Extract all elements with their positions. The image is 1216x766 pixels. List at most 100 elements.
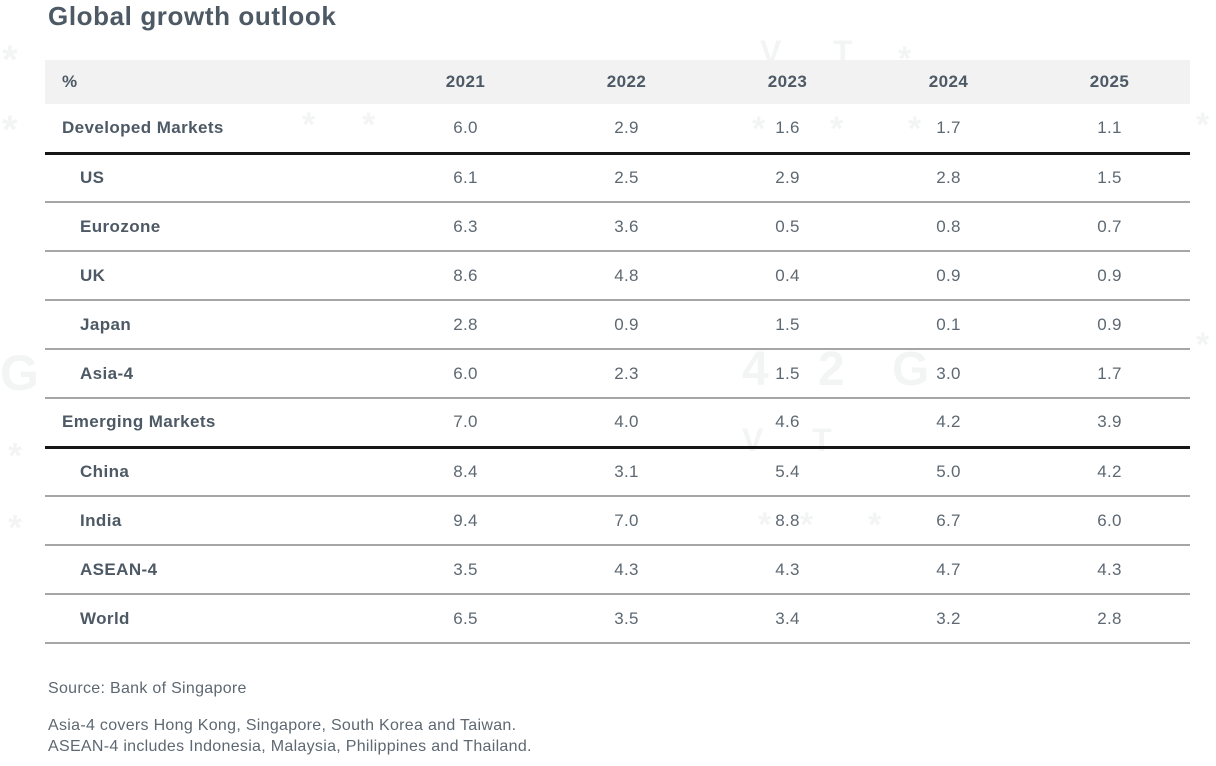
row-label: Japan	[45, 300, 385, 350]
row-value: 3.6	[546, 202, 707, 252]
row-value: 2.3	[546, 349, 707, 399]
row-value: 7.0	[546, 496, 707, 546]
row-value: 8.6	[385, 251, 546, 301]
row-value: 0.5	[707, 202, 868, 252]
row-value: 0.9	[1029, 251, 1190, 301]
row-value: 4.3	[546, 545, 707, 595]
row-value: 3.1	[546, 447, 707, 497]
row-value: 4.3	[1029, 545, 1190, 595]
table-row: World 6.5 3.5 3.4 3.2 2.8	[45, 594, 1190, 644]
row-value: 8.8	[707, 496, 868, 546]
row-value: 3.9	[1029, 398, 1190, 449]
row-value: 4.2	[1029, 447, 1190, 497]
row-value: 6.7	[868, 496, 1029, 546]
row-value: 2.9	[546, 104, 707, 155]
table-row: India 9.4 7.0 8.8 6.7 6.0	[45, 496, 1190, 546]
watermark-glyph: *	[8, 507, 25, 548]
table-head: % 2021 2022 2023 2024 2025	[45, 60, 1190, 104]
unit-header-cell: %	[62, 72, 78, 91]
row-value: 6.1	[385, 153, 546, 203]
growth-outlook-table: % 2021 2022 2023 2024 2025 Developed Markets…	[45, 60, 1190, 644]
row-value: 4.0	[546, 398, 707, 449]
table-header-row: % 2021 2022 2023 2024 2025	[45, 60, 1190, 104]
row-value: 4.7	[868, 545, 1029, 595]
row-value: 4.8	[546, 251, 707, 301]
row-value: 2.8	[868, 153, 1029, 203]
row-value: 3.5	[385, 545, 546, 595]
watermark-glyph: *	[1196, 106, 1212, 144]
row-value: 3.2	[868, 594, 1029, 644]
source-note: Source: Bank of Singapore	[48, 680, 247, 697]
table-row: Emerging Markets 7.0 4.0 4.6 4.2 3.9	[45, 398, 1190, 449]
row-label: Emerging Markets	[45, 398, 385, 449]
row-label: World	[45, 594, 385, 644]
watermark-glyph: G	[0, 345, 41, 401]
row-value: 2.8	[385, 300, 546, 350]
row-value: 6.0	[385, 104, 546, 155]
footnote-asia4: Asia-4 covers Hong Kong, Singapore, Sout…	[48, 717, 517, 734]
row-value: 1.5	[707, 300, 868, 350]
table-row: Developed Markets 6.0 2.9 1.6 1.7 1.1	[45, 104, 1190, 155]
row-value: 3.4	[707, 594, 868, 644]
row-label: ASEAN-4	[45, 545, 385, 595]
watermark-glyph: *	[2, 108, 20, 152]
row-value: 6.0	[1029, 496, 1190, 546]
row-value: 0.9	[868, 251, 1029, 301]
row-label: Asia-4	[45, 349, 385, 399]
row-value: 0.1	[868, 300, 1029, 350]
table-row: US 6.1 2.5 2.9 2.8 1.5	[45, 153, 1190, 203]
table-row: UK 8.6 4.8 0.4 0.9 0.9	[45, 251, 1190, 301]
watermark-glyph: *	[2, 38, 20, 82]
table-row: China 8.4 3.1 5.4 5.0 4.2	[45, 447, 1190, 497]
row-label: Eurozone	[45, 202, 385, 252]
row-value: 0.7	[1029, 202, 1190, 252]
watermark-glyph: *	[1196, 326, 1212, 364]
row-value: 2.8	[1029, 594, 1190, 644]
row-label: US	[45, 153, 385, 203]
row-value: 3.0	[868, 349, 1029, 399]
row-value: 6.3	[385, 202, 546, 252]
row-value: 4.2	[868, 398, 1029, 449]
table-row: ASEAN-4 3.5 4.3 4.3 4.7 4.3	[45, 545, 1190, 595]
table-row: Asia-4 6.0 2.3 1.5 3.0 1.7	[45, 349, 1190, 399]
row-label: China	[45, 447, 385, 497]
watermark-glyph: *	[8, 435, 25, 476]
row-value: 0.9	[546, 300, 707, 350]
table-body: Developed Markets 6.0 2.9 1.6 1.7 1.1 US…	[45, 104, 1190, 644]
row-value: 6.0	[385, 349, 546, 399]
page-title: Global growth outlook	[48, 1, 337, 31]
row-label: UK	[45, 251, 385, 301]
footnote-asean4: ASEAN-4 includes Indonesia, Malaysia, Ph…	[48, 738, 532, 755]
row-value: 4.6	[707, 398, 868, 449]
row-value: 9.4	[385, 496, 546, 546]
row-value: 0.4	[707, 251, 868, 301]
row-value: 2.9	[707, 153, 868, 203]
row-value: 4.3	[707, 545, 868, 595]
row-value: 1.6	[707, 104, 868, 155]
year-header-cell: 2024	[928, 72, 969, 91]
row-value: 1.7	[1029, 349, 1190, 399]
year-header-cell: 2022	[606, 72, 647, 91]
row-value: 3.5	[546, 594, 707, 644]
row-value: 1.7	[868, 104, 1029, 155]
row-value: 8.4	[385, 447, 546, 497]
row-value: 5.0	[868, 447, 1029, 497]
row-value: 0.8	[868, 202, 1029, 252]
year-header-cell: 2023	[767, 72, 808, 91]
table-row: Eurozone 6.3 3.6 0.5 0.8 0.7	[45, 202, 1190, 252]
row-value: 2.5	[546, 153, 707, 203]
row-value: 1.5	[707, 349, 868, 399]
row-label: Developed Markets	[45, 104, 385, 155]
table-footer: Source: Bank of Singapore Asia-4 covers …	[48, 678, 532, 757]
row-label: India	[45, 496, 385, 546]
row-value: 1.5	[1029, 153, 1190, 203]
year-header-cell: 2021	[445, 72, 486, 91]
table-row: Japan 2.8 0.9 1.5 0.1 0.9	[45, 300, 1190, 350]
row-value: 5.4	[707, 447, 868, 497]
year-header-cell: 2025	[1089, 72, 1130, 91]
row-value: 0.9	[1029, 300, 1190, 350]
row-value: 6.5	[385, 594, 546, 644]
row-value: 7.0	[385, 398, 546, 449]
row-value: 1.1	[1029, 104, 1190, 155]
